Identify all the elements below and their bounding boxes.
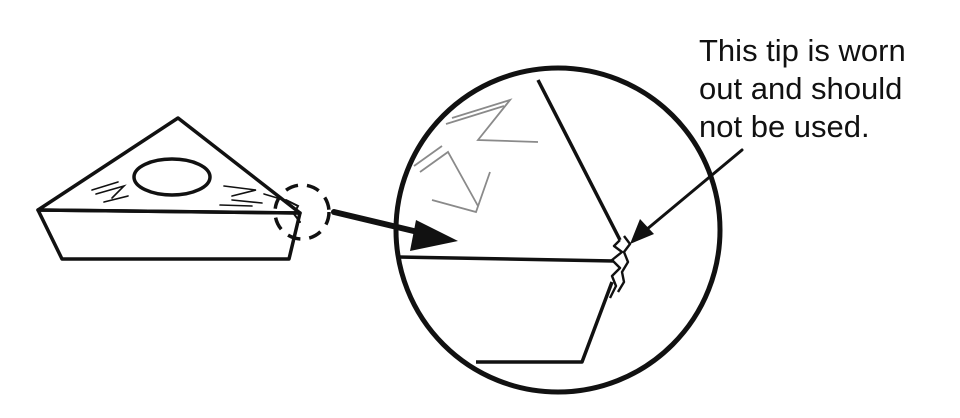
arrow-right-icon — [331, 209, 458, 251]
leader-arrow-icon — [630, 148, 744, 244]
insert-top-face — [36, 116, 302, 215]
detail-callout-circle — [273, 183, 331, 241]
magnified-insert-edges — [397, 79, 622, 364]
magnified-detail-content — [397, 79, 632, 364]
insert-side-face — [36, 208, 302, 261]
insert-chipbreaker-marks — [91, 181, 301, 223]
callout-line-3: not be used. — [699, 109, 870, 144]
insert-center-hole — [132, 157, 212, 197]
worn-tip-fracture — [608, 235, 632, 299]
magnified-view-circle — [393, 65, 723, 395]
cutting-insert — [36, 116, 302, 261]
magnified-chipbreaker-ridges — [413, 98, 539, 214]
callout-line-1: This tip is worn — [699, 33, 906, 68]
callout-text: This tip is worn out and should not be u… — [699, 33, 906, 144]
callout-line-2: out and should — [699, 71, 902, 106]
